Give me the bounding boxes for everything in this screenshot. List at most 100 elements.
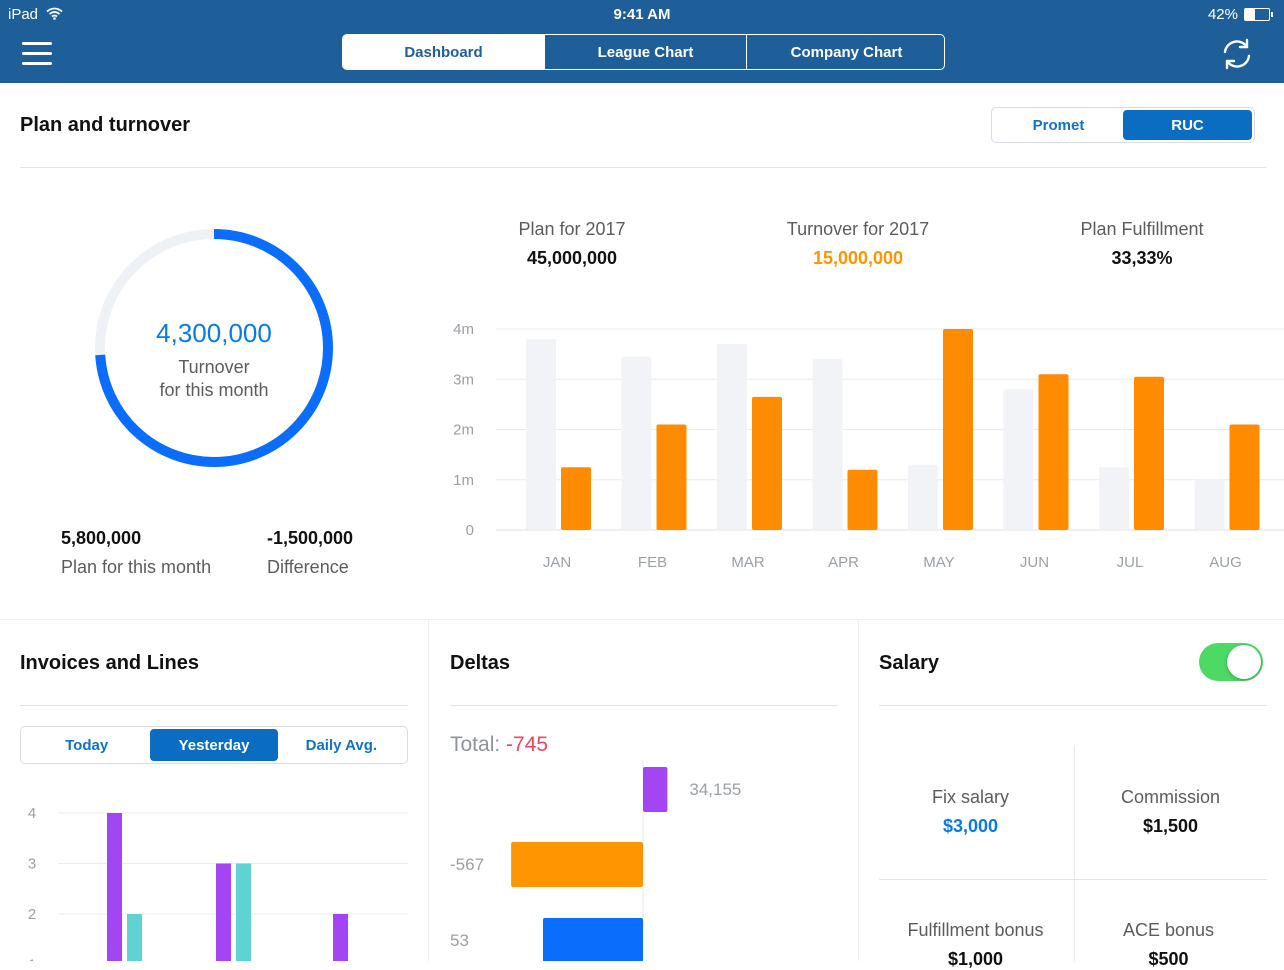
turnover-bar	[656, 424, 687, 530]
x-tick-label: MAY	[923, 554, 954, 571]
y-tick-label: 4	[28, 805, 36, 822]
invoices-title: Invoices and Lines	[20, 652, 199, 674]
status-device: iPad	[8, 6, 63, 23]
stat-value: 45,000,000	[526, 248, 618, 268]
section-divider	[879, 705, 1267, 706]
turnover-bar	[561, 467, 591, 530]
section-divider	[20, 167, 1266, 168]
toggle-today[interactable]: Today	[65, 736, 109, 754]
salary-item-label: Fulfillment bonus	[907, 920, 1044, 940]
top-navigation-bar: iPad 9:41 AM 42% Dashboard League Chart …	[0, 0, 1284, 83]
ring-progress	[95, 229, 333, 467]
delta-value-label: 34,155	[689, 780, 741, 799]
refresh-icon[interactable]	[1220, 37, 1254, 71]
tab-league-chart[interactable]: League Chart	[544, 35, 746, 69]
salary-commission: Commission $1,500	[1078, 787, 1263, 837]
deltas-total: Total: -745	[450, 733, 548, 757]
lines-bar	[127, 914, 142, 961]
salary-item-label: Commission	[1120, 787, 1221, 807]
salary-fulfillment-bonus: Fulfillment bonus $1,000	[879, 920, 1072, 970]
salary-grid-hline	[879, 879, 1267, 880]
deltas-total-value: -745	[506, 733, 549, 756]
delta-value-label: -567	[450, 855, 484, 874]
turnover-month-value: 4,300,000	[156, 318, 272, 348]
panel-separator	[858, 620, 859, 961]
toggle-knob	[1227, 645, 1261, 679]
turnover-bar	[847, 469, 878, 530]
turnover-bar	[1134, 376, 1164, 530]
delta-bar	[543, 918, 643, 961]
turnover-progress-ring	[95, 229, 333, 467]
deltas-title: Deltas	[450, 652, 511, 674]
y-tick-label: 3m	[453, 371, 474, 388]
row-divider	[0, 619, 1284, 620]
stat-label: Plan Fulfillment	[1080, 219, 1204, 239]
invoices-bar	[107, 813, 122, 961]
invoices-chart: 1 2 3 4	[28, 805, 408, 962]
wifi-icon	[46, 7, 63, 20]
invoices-bar	[216, 863, 231, 961]
stat-plan-year: Plan for 2017 45,000,000	[470, 219, 674, 269]
stat-value: 15,000,000	[812, 248, 904, 268]
plan-bar	[717, 344, 747, 530]
x-tick-label: JAN	[543, 554, 571, 571]
plan-month-label: Plan for this month	[61, 557, 212, 577]
turnover-bar	[1038, 374, 1069, 530]
invoices-bar	[333, 914, 348, 961]
salary-item-label: Fix salary	[931, 787, 1009, 807]
section-divider	[450, 705, 838, 706]
panel-separator	[428, 620, 429, 961]
main-tabs: Dashboard League Chart Company Chart	[342, 34, 945, 70]
plan-bar	[1099, 467, 1129, 530]
tab-company-chart[interactable]: Company Chart	[746, 35, 944, 69]
plan-bar	[908, 464, 938, 530]
turnover-bar	[1229, 424, 1260, 530]
plan-bar	[812, 359, 843, 530]
hamburger-icon[interactable]	[22, 42, 52, 68]
x-tick-label: JUN	[1020, 554, 1049, 571]
salary-item-label: ACE bonus	[1122, 920, 1215, 940]
salary-grid-vline	[1074, 745, 1075, 961]
stat-value: 33,33%	[1111, 248, 1173, 268]
x-tick-label: FEB	[638, 554, 667, 571]
salary-item-value: $1,000	[947, 949, 1004, 969]
difference-label: Difference	[267, 557, 349, 577]
difference-block: -1,500,000 Difference	[267, 528, 353, 578]
battery-icon	[1244, 8, 1273, 21]
stat-label: Plan for 2017	[518, 219, 626, 239]
deltas-total-label: Total:	[450, 733, 501, 756]
plan-bar	[1194, 479, 1225, 530]
y-tick-label: 2	[28, 906, 36, 923]
salary-toggle-switch[interactable]	[1199, 643, 1263, 681]
x-tick-label: APR	[828, 554, 859, 571]
plan-bar	[621, 356, 652, 530]
salary-item-value: $500	[1148, 949, 1189, 969]
delta-value-label: 53	[450, 931, 469, 950]
stat-plan-fulfillment: Plan Fulfillment 33,33%	[1040, 219, 1244, 269]
y-tick-label: 3	[28, 856, 36, 873]
difference-value: -1,500,000	[267, 528, 354, 548]
y-tick-label: 2m	[453, 422, 474, 439]
status-time: 9:41 AM	[613, 6, 671, 23]
toggle-promet[interactable]: Promet	[1032, 116, 1085, 134]
y-tick-label: 0	[466, 522, 474, 539]
y-tick-label: 1	[28, 957, 36, 962]
battery-percent: 42%	[1207, 6, 1238, 23]
device-label: iPad	[8, 6, 39, 23]
turnover-bar	[752, 396, 782, 530]
salary-item-value: $1,500	[1142, 816, 1199, 836]
deltas-chart: 34,155 -567 53	[450, 760, 741, 961]
plan-month-value: 5,800,000	[61, 528, 142, 548]
salary-fix: Fix salary $3,000	[879, 787, 1062, 837]
delta-bar	[511, 842, 643, 887]
plan-bar	[1003, 389, 1034, 530]
tab-dashboard[interactable]: Dashboard	[343, 35, 544, 69]
salary-ace-bonus: ACE bonus $500	[1076, 920, 1261, 970]
toggle-ruc[interactable]: RUC	[1123, 110, 1252, 140]
plan-month-block: 5,800,000 Plan for this month	[61, 528, 211, 578]
y-tick-label: 1m	[453, 472, 474, 489]
delta-bar	[643, 767, 668, 812]
toggle-daily-avg[interactable]: Daily Avg.	[305, 736, 378, 754]
x-tick-label: AUG	[1209, 554, 1242, 571]
toggle-yesterday[interactable]: Yesterday	[150, 729, 278, 761]
